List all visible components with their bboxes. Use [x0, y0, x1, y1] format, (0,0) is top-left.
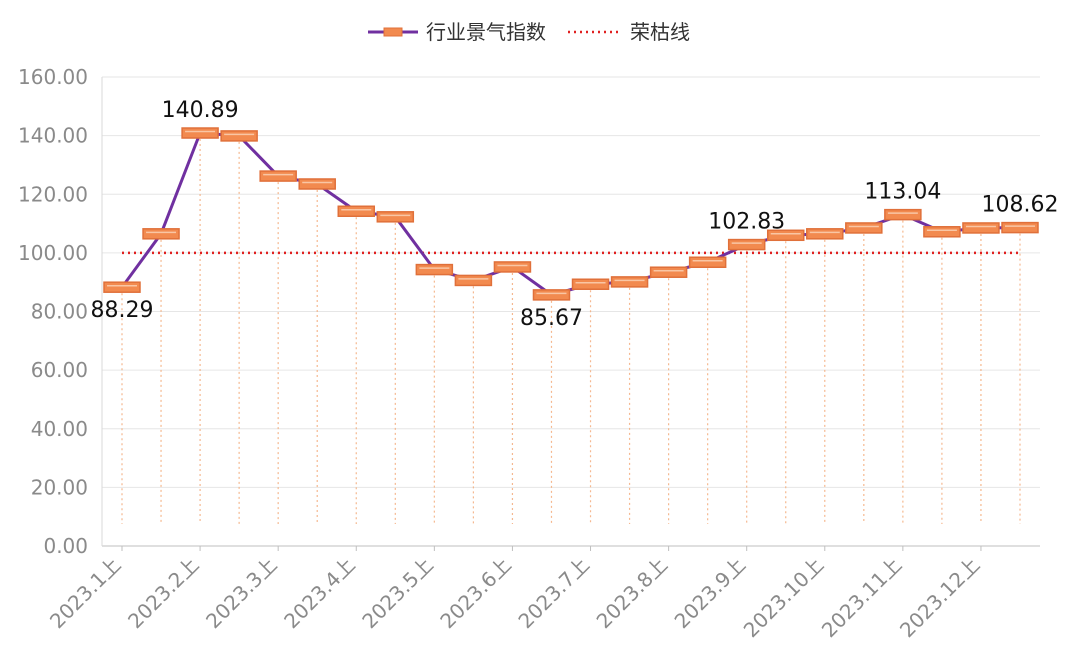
data-labels: 88.29 140.89 85.67 102.83 113.04 108.62	[91, 98, 1059, 331]
x-axis: 2023.1上2023.2上2023.3上2023.4上2023.5上2023.…	[45, 546, 985, 643]
data-point-marker	[376, 211, 415, 223]
index-series	[103, 127, 1039, 301]
y-tick-label: 120.00	[18, 182, 88, 206]
y-tick-label: 20.00	[31, 475, 88, 499]
data-point-marker	[493, 261, 532, 273]
data-point-marker	[571, 278, 610, 290]
data-point-marker	[962, 222, 1000, 234]
data-point-marker	[259, 170, 297, 182]
y-tick-label: 40.00	[31, 417, 88, 441]
data-point-marker	[845, 222, 883, 234]
data-point-marker	[532, 289, 571, 301]
data-point-marker	[923, 226, 961, 238]
legend-label-index: 行业景气指数	[426, 20, 546, 44]
y-tick-label: 60.00	[31, 358, 88, 382]
data-point-marker	[806, 228, 844, 240]
data-point-marker	[727, 238, 766, 251]
data-point-marker	[103, 281, 141, 293]
y-axis: 0.00 20.00 40.00 60.00 80.00 100.00 120.00 140.…	[18, 65, 88, 558]
legend-label-threshold: 荣枯线	[630, 20, 690, 44]
data-point-marker	[220, 130, 258, 142]
data-point-marker	[610, 276, 649, 288]
data-point-marker	[454, 274, 493, 287]
x-tick-label: 2023.5上	[357, 553, 438, 634]
data-point-marker	[884, 208, 922, 221]
data-label: 85.67	[520, 306, 583, 331]
y-tick-label: 80.00	[31, 300, 88, 324]
data-point-marker	[649, 266, 688, 278]
legend: 行业景气指数 荣枯线	[368, 20, 690, 44]
x-tick-label: 2023.6上	[435, 553, 516, 634]
data-point-marker	[1001, 221, 1039, 234]
data-point-marker	[688, 256, 727, 269]
data-label: 102.83	[708, 210, 785, 235]
data-point-marker	[415, 263, 454, 276]
data-label: 113.04	[864, 180, 941, 205]
x-tick-label: 2023.8上	[592, 553, 673, 634]
y-tick-label: 160.00	[18, 65, 88, 89]
y-tick-label: 140.00	[18, 124, 88, 148]
x-tick-label: 2023.4上	[279, 553, 360, 634]
data-label: 108.62	[982, 193, 1059, 218]
grid-lines	[101, 76, 1040, 547]
data-point-marker	[766, 229, 805, 242]
drop-lines	[121, 139, 1021, 524]
data-label: 88.29	[91, 298, 154, 323]
x-tick-label: 2023.10上	[739, 553, 829, 643]
y-tick-label: 0.00	[43, 534, 88, 558]
data-point-marker	[298, 178, 336, 190]
legend-marker-index	[383, 27, 403, 37]
x-tick-label: 2023.9上	[670, 553, 751, 634]
y-tick-label: 100.00	[18, 241, 88, 265]
x-tick-label: 2023.3上	[201, 553, 282, 634]
x-tick-label: 2023.12上	[895, 553, 985, 643]
data-point-marker	[142, 228, 180, 240]
data-point-marker	[181, 127, 219, 139]
x-tick-label: 2023.1上	[45, 553, 126, 634]
x-tick-label: 2023.2上	[123, 553, 204, 634]
x-tick-label: 2023.11上	[817, 553, 907, 643]
data-point-marker	[337, 205, 376, 218]
data-label: 140.89	[162, 98, 239, 123]
x-tick-label: 2023.7上	[513, 553, 594, 634]
